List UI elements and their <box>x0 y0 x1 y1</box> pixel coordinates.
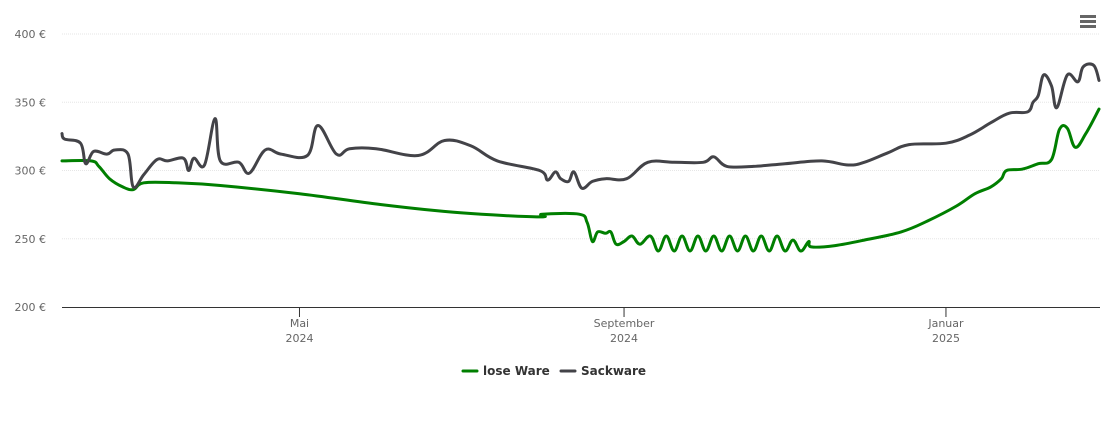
x-tick-month: September <box>594 317 655 330</box>
y-tick-label: 350 € <box>15 96 47 109</box>
x-tick: Januar 2025 <box>927 307 964 345</box>
series-group <box>60 62 1101 253</box>
x-tick: Mai 2024 <box>285 307 313 345</box>
legend-label: lose Ware <box>483 364 550 378</box>
x-tick-month: Mai <box>290 317 309 330</box>
legend: lose Ware Sackware <box>461 364 646 378</box>
x-tick: September 2024 <box>594 307 655 345</box>
legend-label: Sackware <box>581 364 646 378</box>
grid-lines <box>62 33 1099 240</box>
series-line-lose-ware[interactable] <box>60 107 1101 253</box>
x-tick-year: 2025 <box>932 332 960 345</box>
legend-item-lose-ware[interactable]: lose Ware <box>461 364 550 378</box>
x-tick-year: 2024 <box>610 332 638 345</box>
x-tick-year: 2024 <box>285 332 313 345</box>
y-tick-label: 300 € <box>15 165 47 178</box>
legend-item-sackware[interactable]: Sackware <box>559 364 646 378</box>
x-axis: Mai 2024 September 2024 Januar 2025 <box>285 307 964 345</box>
series-line-sackware[interactable] <box>60 62 1101 190</box>
y-tick-label: 250 € <box>15 233 47 246</box>
y-tick-label: 400 € <box>15 28 47 41</box>
y-tick-label: 200 € <box>15 301 47 314</box>
y-axis: 200 € 250 € 300 € 350 € 400 € <box>15 28 47 314</box>
hamburger-menu-icon[interactable] <box>1076 10 1100 32</box>
x-tick-month: Januar <box>927 317 964 330</box>
